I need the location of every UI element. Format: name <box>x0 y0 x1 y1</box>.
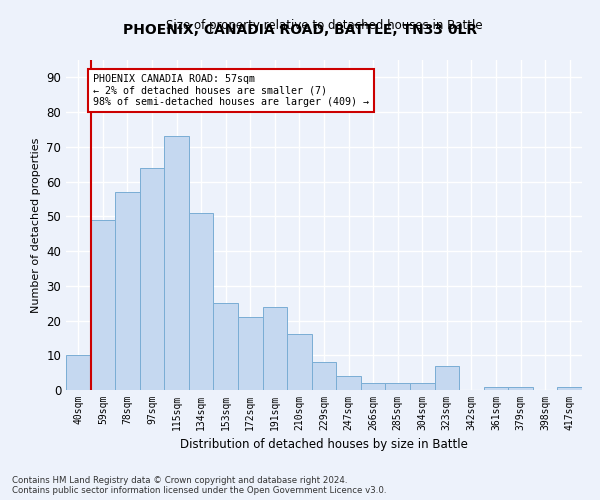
Bar <box>557 386 582 390</box>
Bar <box>263 306 287 390</box>
Bar <box>66 356 91 390</box>
Bar <box>140 168 164 390</box>
Title: Size of property relative to detached houses in Battle: Size of property relative to detached ho… <box>166 20 482 32</box>
Bar <box>484 386 508 390</box>
Bar <box>164 136 189 390</box>
Bar <box>434 366 459 390</box>
Text: Contains HM Land Registry data © Crown copyright and database right 2024.
Contai: Contains HM Land Registry data © Crown c… <box>12 476 386 495</box>
Bar <box>214 303 238 390</box>
Bar <box>115 192 140 390</box>
Bar <box>508 386 533 390</box>
Y-axis label: Number of detached properties: Number of detached properties <box>31 138 41 312</box>
Bar <box>91 220 115 390</box>
Bar <box>189 213 214 390</box>
X-axis label: Distribution of detached houses by size in Battle: Distribution of detached houses by size … <box>180 438 468 452</box>
Bar <box>410 383 434 390</box>
Bar <box>312 362 336 390</box>
Bar <box>238 317 263 390</box>
Text: PHOENIX, CANADIA ROAD, BATTLE, TN33 0LR: PHOENIX, CANADIA ROAD, BATTLE, TN33 0LR <box>123 22 477 36</box>
Bar <box>287 334 312 390</box>
Text: PHOENIX CANADIA ROAD: 57sqm
← 2% of detached houses are smaller (7)
98% of semi-: PHOENIX CANADIA ROAD: 57sqm ← 2% of deta… <box>93 74 369 107</box>
Bar <box>385 383 410 390</box>
Bar <box>336 376 361 390</box>
Bar <box>361 383 385 390</box>
